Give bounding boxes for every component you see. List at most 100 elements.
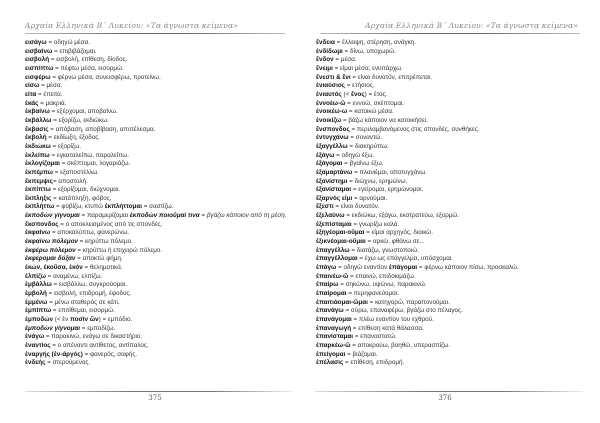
- entry-term: ἐπείγομαι: [316, 350, 346, 358]
- entry-definition: = επαναστατώ.: [353, 333, 397, 341]
- entry-definition: = είμαι μέσα, ενυπάρχω.: [332, 64, 403, 72]
- entry-term: ἐξανίσταμαι: [316, 186, 352, 194]
- entry-term: ἐξάγομαι: [316, 160, 343, 168]
- glossary-entry: ἐξαμαρτάνω = πλανιέμαι, αποτυγχάνω.: [316, 169, 582, 178]
- entry-term: ἐξαγγέλλω: [316, 142, 348, 150]
- glossary-entry: ἐλπίζω = αναμένω, ελπίζω.: [25, 273, 293, 282]
- entry-definition: = εξορίζω, εκδιώκω.: [51, 116, 109, 124]
- glossary-entry: ἐκφαίνω πόλεμον = κηρύττω πόλεμο.: [25, 238, 293, 247]
- entry-definition: = βιάζομαι.: [345, 350, 378, 358]
- glossary-entry: εισπίπτω = πέφτω μέσα, εισορμώ.: [25, 65, 293, 74]
- entry-term: ἐνιαύσιος: [316, 82, 345, 90]
- entry-definition: = περιλαμβανόμενος στις σπονδές, συνθήκε…: [349, 125, 480, 133]
- entry-term: εισπίπτω: [25, 64, 54, 72]
- entry-definition: = βάζω κάποιον να κατοικήσει.: [341, 116, 428, 124]
- entry-term: ἔκσπονδος: [25, 220, 59, 228]
- entry-term: ἐκφέρομαι δόξαν: [25, 255, 76, 263]
- entry-term: ἐπαγγέλλω: [316, 246, 350, 254]
- glossary-list: εισάγω = οδηγώ μέσα. εισβαίνω = επιβιβάζο…: [25, 39, 293, 368]
- entry-term: ἐκβολή: [25, 134, 47, 142]
- glossary-entry: ἐξανίσταμαι = εγείρομαι, ερημώνομαι.: [316, 186, 582, 195]
- entry-term: είτα: [25, 90, 37, 98]
- entry-definition: = κατοικώ μέσα.: [347, 108, 394, 116]
- entry-term: εισβαίνω: [25, 47, 53, 55]
- entry-term: ἔνεστι & ἔνι: [316, 73, 351, 81]
- entry-definition: = πλέω εναντίον του εχθρού.: [351, 316, 434, 323]
- entry-term: ἐκφέρω πόλεμον: [25, 246, 76, 254]
- glossary-entry: εισβολή = εισβολή, επίθεση, δίοδος.: [25, 56, 293, 65]
- entry-definition: = αποκαλύπτω, φανερώνω.: [50, 229, 130, 237]
- glossary-entry: ἐπανάγω = σύρω, επαναφέρω, βγάζω στο πέλ…: [316, 307, 582, 316]
- entry-definition: = ετήσιος.: [344, 82, 375, 90]
- glossary-entry: ἐκποδὼν γίγνομαι = παραμερίζομαι ἐκποδὼν…: [25, 212, 293, 221]
- entry-definition: = αρκώ, φθάνω σε...: [365, 238, 425, 246]
- entry-definition: = έχω ως επάγγελμα, υπόσχομαι.: [357, 255, 454, 263]
- entry-term: ἐμμένω: [25, 298, 48, 306]
- entry-definition: = επίθεση, επιδρομή.: [343, 359, 405, 367]
- entry-definition: = είμαι αρχηγός, διοικώ.: [364, 229, 433, 237]
- running-header: Αρχαία Ελληνικά Β΄ Λυκείου: «Τα άγνωστα …: [25, 21, 239, 30]
- entry-term: ἐπαίρω: [316, 281, 339, 289]
- entry-definition: = εισβάλλω, συγκρούομαι.: [51, 281, 128, 289]
- entry-definition: = έλλειψη, στέρηση, ανάγκη.: [334, 39, 417, 46]
- entry-definition: = εμποδίζω.: [80, 324, 116, 332]
- running-header: Αρχαία Ελληνικά Β΄ Λυκείου: «Τα άγνωστα …: [364, 21, 578, 30]
- entry-definition: = σκέπτομαι, λογαριάζω.: [59, 160, 131, 168]
- entry-term: ἐξεπίσταμαι: [316, 220, 352, 228]
- entry-term: ἐπανίσταμαι: [316, 333, 354, 341]
- glossary-entry: εισάγω = οδηγώ μέσα.: [25, 39, 293, 48]
- glossary-entry: ἐπαινέω-ῶ = επαινώ, επιδοκιμάζω.: [316, 273, 582, 282]
- entry-definition: = εξέρχομαι, αποβαίνω.: [49, 108, 118, 116]
- glossary-entry: ἐξελαύνω = εκδιώκω, εξάγω, εκστρατεύω, ε…: [316, 212, 582, 221]
- footer-rule: [315, 391, 583, 392]
- glossary-entry: ἐνιαυτός (< ἔνος) = έτος.: [316, 91, 582, 100]
- entry-definition: = αρνούμαι.: [352, 194, 388, 202]
- glossary-entry: ἐνδεής = στερούμενος.: [25, 359, 293, 368]
- entry-definition: =: [199, 212, 207, 220]
- entry-term: ἐμβάλλω: [25, 281, 52, 289]
- entry-term: ἔνσπονδος: [316, 125, 350, 133]
- glossary-entry: ἐκφαίνω = αποκαλύπτω, φανερώνω.: [25, 229, 293, 238]
- entry-term: ἐξάγω: [316, 151, 335, 159]
- glossary-entry: ἑκάς = μακριά.: [25, 100, 293, 109]
- page-number: 375: [148, 394, 162, 402]
- entry-term: ἐκποδὼν ποιοῦμαί τινα: [129, 212, 200, 220]
- entry-term: ἐκπίπτω: [25, 186, 51, 194]
- entry-definition: = αποστολή.: [52, 177, 88, 185]
- entry-term: ἐπαινέω-ῶ: [316, 272, 349, 280]
- entry-term: ἐμποδὼν γίγνομαι: [25, 324, 81, 332]
- entry-term: ἐνοικίζω: [316, 116, 342, 124]
- glossary-entry: ἐπαγγέλλομαι = έχω ως επάγγελμα, υπόσχομ…: [316, 255, 582, 264]
- entry-definition: = εννοώ, σκέπτομαι.: [345, 99, 405, 107]
- entry-term: ἐξανίστημι: [316, 177, 348, 185]
- entry-definition: = εξορίζω.: [50, 142, 81, 150]
- entry-definition: = κηρύττω πόλεμο.: [77, 238, 133, 246]
- entry-definition: = δίνω, υποχωρώ.: [342, 47, 396, 55]
- entry-definition: = εγκαταλείπω, παραλείπω.: [49, 151, 130, 159]
- entry-definition: = ο αποκλεισμένος από τις σπονδές.: [58, 220, 163, 228]
- glossary-entry: ἐπαγγέλλω = διατάζω, γνωστοποιώ.: [316, 247, 582, 256]
- entry-term: ἐκπλήττομαι: [104, 203, 142, 211]
- entry-definition: = εγείρομαι, ερημώνομαι.: [351, 186, 424, 194]
- entry-definition: = είναι δυνατόν.: [333, 203, 380, 211]
- entry-term: ἔκβασις: [25, 125, 49, 133]
- entry-definition: = μακριά.: [38, 99, 67, 107]
- entry-definition: ) = έτος.: [364, 90, 388, 98]
- entry-definition: = βγαίνω έξω.: [342, 160, 384, 168]
- entry-definition: ) = εμπόδιο.: [98, 316, 133, 323]
- entry-term: ἐνάγω: [25, 333, 45, 341]
- entry-definition: = αναμένω, ελπίζω.: [45, 272, 103, 280]
- glossary-entry: ἔνδεια = έλλειψη, στέρηση, ανάγκη.: [316, 39, 582, 48]
- entry-definition: = είναι δυνατόν, επιτρέπεται.: [350, 73, 433, 81]
- glossary-entry: ἐπανίσταμαι = επαναστατώ.: [316, 333, 582, 342]
- entry-term: ἐπαρκέω-ῶ: [316, 341, 351, 349]
- glossary-entry: ἐννοέω-ῶ = εννοώ, σκέπτομαι.: [316, 100, 582, 109]
- entry-term: ἐκλείπω: [25, 151, 50, 159]
- entry-definition: = κηρύττω ή επιχειρώ πόλεμο.: [75, 246, 163, 254]
- glossary-entry: ἐνάγω = παρακινώ, ενάγω σε δικαστήριο.: [25, 333, 293, 342]
- entry-definition: (<: [341, 90, 351, 98]
- entry-definition: = παραμερίζομαι: [79, 212, 130, 220]
- entry-definition: = φέρνω κάποιον πίσω, προσκαλώ.: [417, 264, 519, 272]
- entry-term: ἐκφαίνω πόλεμον: [25, 238, 78, 246]
- glossary-entry: ἐπείγομαι = βιάζομαι.: [316, 351, 582, 360]
